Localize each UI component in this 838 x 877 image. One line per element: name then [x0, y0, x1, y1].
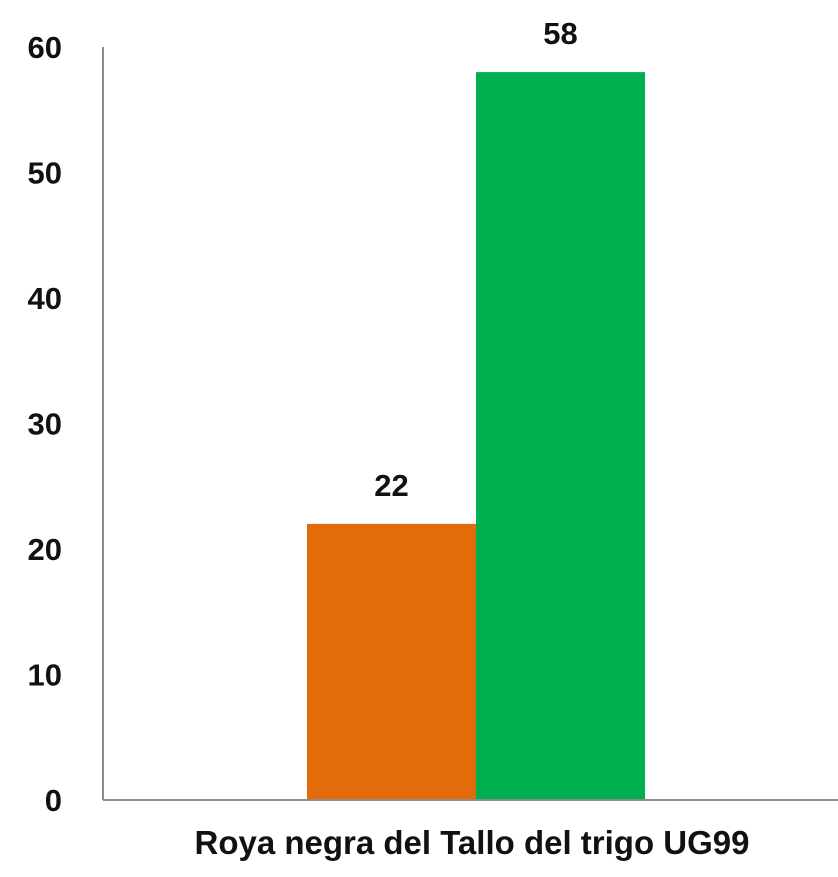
y-tick-label: 60	[28, 30, 62, 65]
bar	[307, 523, 476, 800]
y-axis-ticks: 0 10 20 30 40 50 60	[28, 30, 62, 818]
y-tick-label: 40	[28, 281, 62, 316]
y-tick-label: 30	[28, 407, 62, 442]
y-tick-label: 50	[28, 156, 62, 191]
bar	[476, 72, 645, 801]
bar-value-label: 58	[543, 16, 577, 51]
y-tick-label: 10	[28, 658, 62, 693]
x-category-label: Roya negra del Tallo del trigo UG99	[194, 824, 749, 861]
bar-value-label: 22	[374, 468, 408, 503]
data-labels: 22 58	[374, 16, 577, 503]
bar-series	[307, 72, 645, 801]
y-tick-label: 20	[28, 532, 62, 567]
y-tick-label: 0	[45, 783, 62, 818]
